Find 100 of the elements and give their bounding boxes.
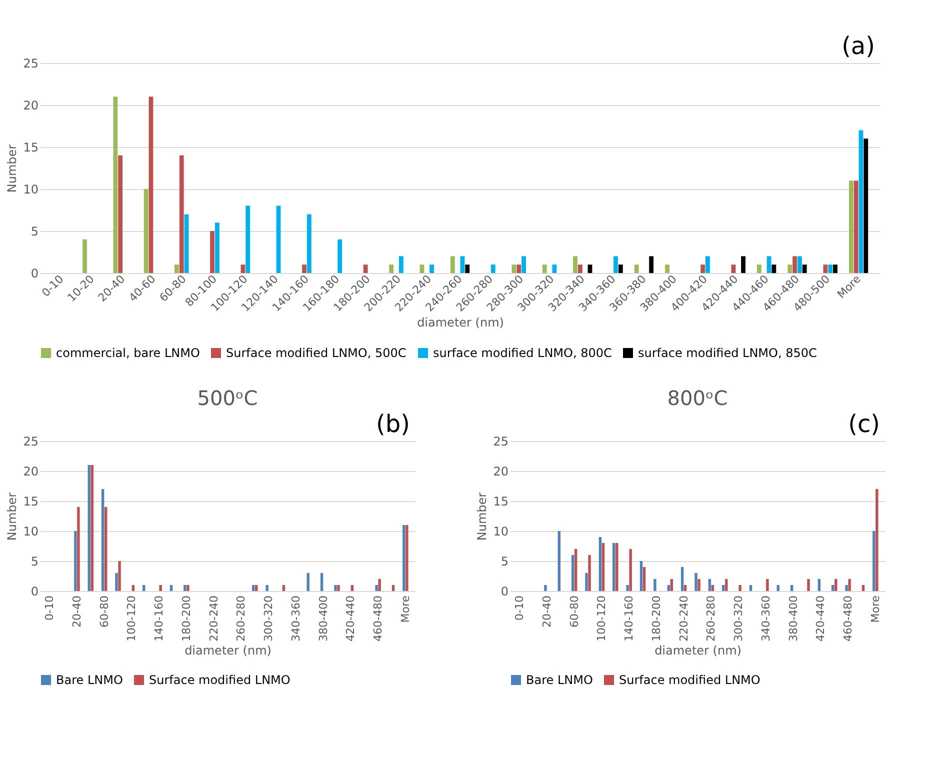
x-tick-label: 0-10 <box>43 596 56 620</box>
y-tick-label: 0 <box>500 584 508 598</box>
x-tick-label: 340-360 <box>289 596 302 642</box>
bar <box>792 256 797 273</box>
bar <box>170 585 173 591</box>
x-tick-label: 340-360 <box>759 596 772 642</box>
y-tick-label: 15 <box>493 494 508 508</box>
bar <box>210 231 214 273</box>
bar <box>174 264 179 273</box>
bar <box>118 155 123 273</box>
bar <box>680 567 684 591</box>
bar <box>240 264 246 273</box>
legend-label: Surface modified LNMO, 500C <box>226 346 406 360</box>
x-tick-label: 0-10 <box>513 596 526 620</box>
bar <box>516 264 522 273</box>
y-tick-label: 25 <box>493 434 508 448</box>
x-tick-label: 220-240 <box>207 596 220 642</box>
bar <box>629 549 632 591</box>
bar <box>738 585 742 591</box>
bar <box>338 239 342 273</box>
y-axis-title: Number <box>475 492 490 541</box>
bar <box>115 573 118 591</box>
bar <box>802 264 807 273</box>
bar <box>571 555 574 591</box>
x-tick-label: 460-480 <box>842 596 855 642</box>
bar <box>573 256 578 273</box>
x-tick-label: 100-120 <box>125 596 138 642</box>
x-tick-label: 100-120 <box>595 596 608 642</box>
bar <box>378 579 381 591</box>
bar <box>602 543 605 591</box>
bar <box>184 214 189 273</box>
bar <box>684 585 687 591</box>
legend-label: Surface modified LNMO <box>619 673 760 687</box>
y-tick-label: 20 <box>23 98 38 112</box>
y-tick-label: 25 <box>23 434 38 448</box>
bar <box>306 573 310 591</box>
bar <box>790 585 794 591</box>
bar <box>757 264 762 273</box>
x-tick-label: 60-80 <box>98 596 111 628</box>
bar <box>858 130 864 273</box>
bar <box>522 256 526 273</box>
bar <box>246 206 250 273</box>
bar <box>276 206 281 273</box>
bar <box>823 264 828 273</box>
bar <box>132 585 135 591</box>
x-axis-title: diameter (nm) <box>184 643 272 658</box>
x-axis-title: diameter (nm) <box>654 643 742 658</box>
bar <box>544 585 547 591</box>
x-tick-label: 420-440 <box>814 596 828 642</box>
x-tick-label: 300-320 <box>262 596 276 642</box>
x-tick-label: 140-160 <box>152 596 166 642</box>
y-tick-label: 0 <box>30 266 38 280</box>
bar <box>626 585 629 591</box>
x-tick-label: 140-160 <box>622 596 636 642</box>
bar <box>420 264 424 273</box>
bar <box>694 573 698 591</box>
bar <box>862 585 865 591</box>
bar <box>749 585 752 591</box>
bar <box>614 256 618 273</box>
bar <box>588 555 591 591</box>
bar <box>214 222 220 273</box>
bar <box>766 256 772 273</box>
bar <box>118 561 121 591</box>
bar <box>618 264 623 273</box>
x-tick-label: 180-200 <box>650 596 663 642</box>
x-tick-label: 420-440 <box>344 596 358 642</box>
bar <box>184 585 186 591</box>
bar <box>665 264 670 273</box>
bar <box>708 579 712 591</box>
y-tick-label: 10 <box>23 182 38 196</box>
bar <box>186 585 190 591</box>
x-tick-label: 220-240 <box>677 596 690 642</box>
bar <box>320 573 324 591</box>
y-tick-label: 5 <box>500 554 508 568</box>
bar <box>144 189 148 273</box>
bar <box>700 264 706 273</box>
bar <box>667 585 670 591</box>
bar <box>725 579 728 591</box>
y-axis-title: Number <box>5 492 20 541</box>
x-tick-label: More <box>398 595 412 623</box>
text: (b) <box>376 410 410 438</box>
bar <box>74 531 77 591</box>
bar <box>848 579 851 591</box>
y-tick-label: 5 <box>30 224 38 238</box>
bar <box>807 579 810 591</box>
x-tick-label: 300-320 <box>732 596 746 642</box>
bar <box>255 585 258 591</box>
bar <box>350 585 354 591</box>
bar <box>148 96 154 273</box>
text: (c) <box>848 410 880 438</box>
y-tick-label: 15 <box>23 494 38 508</box>
y-tick-label: 25 <box>23 56 38 70</box>
legend-label: surface modified LNMO, 800C <box>433 346 612 360</box>
y-tick-label: 10 <box>23 524 38 538</box>
bar <box>588 264 592 273</box>
x-tick-label: 460-480 <box>372 596 385 642</box>
legend-label: commercial, bare LNMO <box>56 346 200 360</box>
bar <box>585 573 588 591</box>
bar <box>82 239 87 273</box>
bar <box>642 567 646 591</box>
